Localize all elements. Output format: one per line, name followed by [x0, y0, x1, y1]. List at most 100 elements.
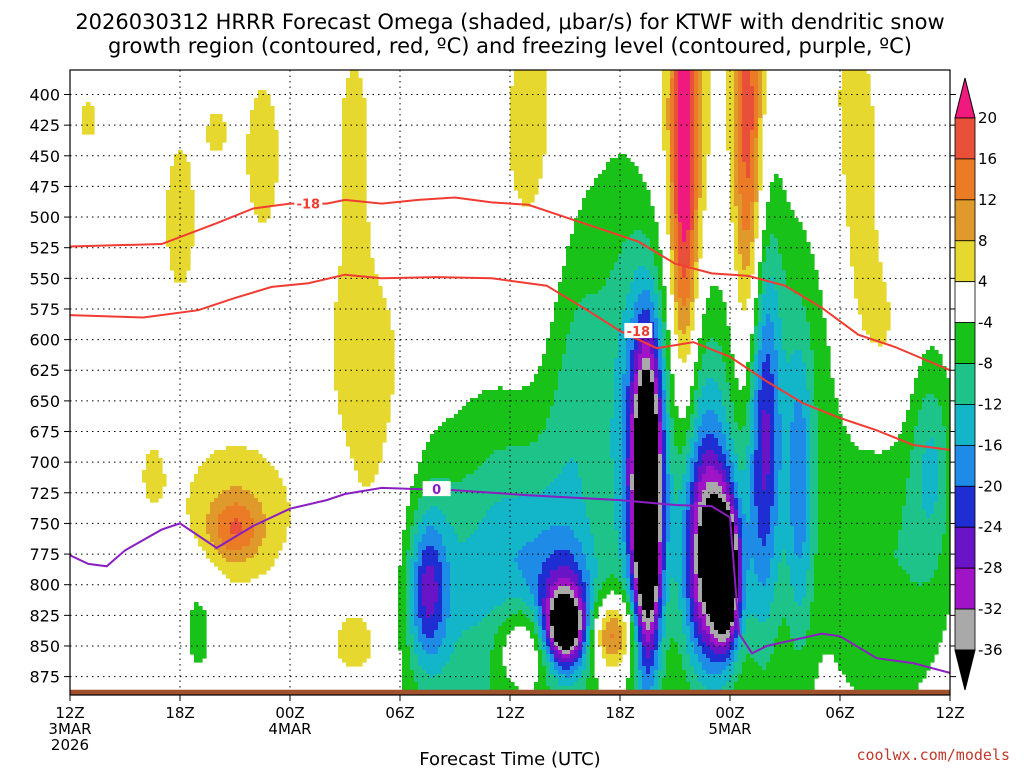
omega-cell	[650, 370, 655, 375]
omega-cell	[694, 578, 699, 583]
omega-cell	[734, 82, 739, 87]
omega-cell	[582, 654, 587, 659]
omega-cell	[754, 126, 759, 131]
omega-cell	[702, 186, 707, 191]
omega-cell	[818, 414, 843, 419]
omega-cell	[410, 498, 419, 503]
omega-cell	[534, 642, 539, 647]
omega-cell	[406, 506, 419, 511]
omega-cell	[630, 454, 635, 459]
omega-cell	[570, 566, 579, 571]
omega-cell	[562, 466, 579, 471]
omega-cell	[758, 322, 767, 327]
omega-cell	[694, 174, 699, 179]
omega-cell	[554, 650, 559, 655]
omega-cell	[694, 482, 699, 487]
omega-cell	[778, 374, 807, 379]
omega-cell	[686, 554, 691, 559]
omega-cell	[678, 114, 691, 119]
omega-cell	[238, 502, 263, 507]
omega-cell	[250, 174, 279, 179]
omega-cell	[342, 162, 367, 167]
omega-cell	[654, 658, 659, 663]
omega-cell	[746, 418, 751, 423]
omega-cell	[750, 454, 755, 459]
omega-cell	[554, 598, 575, 603]
omega-cell	[690, 194, 695, 199]
omega-cell	[626, 562, 631, 567]
omega-cell	[430, 614, 443, 619]
omega-cell	[586, 558, 599, 563]
omega-cell	[722, 402, 735, 407]
omega-cell	[726, 498, 731, 503]
omega-cell	[654, 334, 659, 339]
omega-cell	[742, 642, 775, 647]
omega-cell	[918, 414, 943, 419]
omega-cell	[694, 634, 703, 639]
omega-cell	[734, 518, 739, 523]
omega-cell	[790, 482, 807, 487]
y-tick-label: 400	[29, 86, 60, 105]
omega-cell	[682, 534, 687, 539]
omega-cell	[662, 494, 667, 499]
omega-cell	[730, 518, 735, 523]
omega-cell	[750, 502, 755, 507]
omega-cell	[626, 506, 631, 511]
omega-cell	[634, 506, 659, 511]
omega-cell	[730, 674, 739, 679]
omega-cell	[698, 434, 707, 439]
omega-cell	[694, 418, 703, 423]
omega-cell	[622, 450, 627, 455]
omega-cell	[758, 342, 763, 347]
omega-cell	[678, 346, 691, 351]
omega-cell	[702, 454, 719, 459]
omega-cell	[814, 590, 950, 595]
omega-cell	[406, 610, 411, 615]
omega-cell	[730, 186, 735, 191]
omega-cell	[438, 594, 443, 599]
omega-cell	[746, 414, 751, 419]
omega-cell	[630, 658, 635, 663]
omega-cell	[702, 106, 711, 111]
omega-cell	[626, 586, 631, 591]
omega-cell	[658, 610, 663, 615]
omega-cell	[742, 626, 747, 631]
omega-cell	[698, 226, 703, 231]
omega-cell	[686, 330, 691, 335]
omega-cell	[654, 398, 659, 403]
omega-cell	[638, 342, 643, 347]
omega-cell	[570, 322, 623, 327]
omega-cell	[730, 210, 739, 215]
omega-cell	[666, 402, 671, 407]
omega-cell	[698, 374, 727, 379]
omega-cell	[638, 394, 655, 399]
omega-cell	[682, 558, 687, 563]
omega-cell	[846, 210, 875, 215]
omega-cell	[810, 558, 815, 563]
omega-cell	[810, 462, 819, 467]
omega-cell	[578, 302, 627, 307]
omega-cell	[730, 214, 739, 219]
omega-cell	[746, 582, 763, 587]
omega-cell	[590, 622, 595, 627]
omega-cell	[662, 662, 667, 667]
omega-cell	[674, 114, 679, 119]
omega-cell	[702, 394, 723, 399]
colorbar-bin	[954, 404, 976, 446]
omega-cell	[602, 286, 631, 291]
omega-cell	[698, 494, 703, 499]
omega-cell	[782, 330, 811, 335]
omega-cell	[806, 422, 811, 427]
omega-cell	[898, 546, 943, 551]
omega-cell	[650, 238, 659, 243]
omega-cell	[698, 178, 703, 183]
omega-cell	[702, 114, 711, 119]
omega-cell	[634, 650, 639, 655]
omega-cell	[738, 614, 743, 619]
omega-cell	[206, 554, 223, 559]
omega-cell	[586, 586, 591, 591]
omega-cell	[898, 438, 915, 443]
omega-cell	[186, 498, 215, 503]
omega-cell	[674, 418, 691, 423]
omega-cell	[818, 522, 903, 527]
